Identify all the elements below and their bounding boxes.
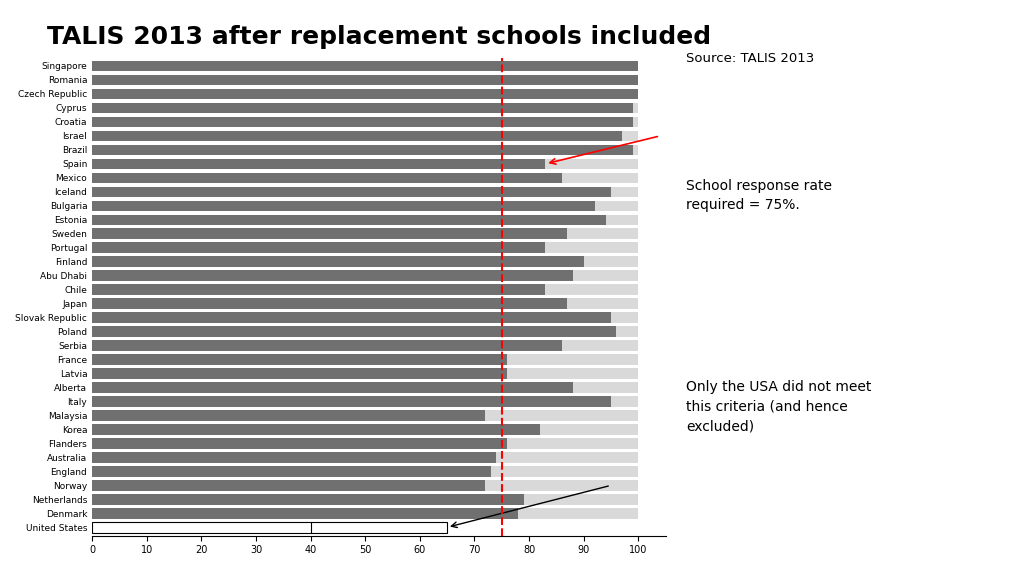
Bar — [92, 382, 638, 393]
Bar — [92, 229, 567, 239]
Bar — [92, 242, 546, 253]
Bar — [92, 200, 638, 211]
Bar — [92, 354, 507, 365]
Bar — [92, 103, 638, 113]
Bar — [92, 354, 638, 365]
Bar — [92, 131, 622, 141]
Bar — [92, 424, 638, 435]
Bar — [92, 494, 638, 505]
Bar — [92, 256, 584, 267]
Bar — [92, 103, 633, 113]
Bar — [92, 466, 490, 476]
Bar — [92, 89, 638, 99]
Bar — [92, 298, 638, 309]
Bar — [92, 200, 595, 211]
Bar — [92, 145, 638, 155]
Bar — [92, 117, 633, 127]
Bar — [92, 480, 485, 491]
Bar — [92, 480, 638, 491]
Bar — [92, 214, 638, 225]
Bar — [92, 312, 638, 323]
Bar — [92, 285, 638, 295]
Bar — [92, 75, 638, 85]
Bar — [92, 452, 638, 463]
Bar — [92, 312, 611, 323]
Bar — [92, 368, 638, 379]
Text: School response rate
required = 75%.: School response rate required = 75%. — [686, 179, 833, 212]
Bar — [92, 466, 638, 476]
Bar — [92, 410, 485, 420]
Bar — [92, 173, 562, 183]
Bar — [92, 145, 633, 155]
Bar — [92, 187, 638, 197]
Bar — [92, 396, 638, 407]
Bar — [92, 158, 546, 169]
Bar — [92, 438, 507, 449]
Bar — [92, 298, 567, 309]
Bar — [92, 285, 546, 295]
Bar — [92, 327, 616, 337]
Bar — [92, 340, 638, 351]
Bar — [92, 494, 523, 505]
Bar — [92, 187, 611, 197]
Bar — [92, 410, 638, 420]
Bar — [92, 327, 638, 337]
Text: Only the USA did not meet
this criteria (and hence
excluded): Only the USA did not meet this criteria … — [686, 380, 871, 433]
Bar — [92, 452, 497, 463]
Bar — [92, 60, 638, 71]
Bar — [92, 270, 638, 281]
Title: TALIS 2013 after replacement schools included: TALIS 2013 after replacement schools inc… — [47, 25, 711, 49]
Bar — [92, 340, 562, 351]
Text: Source: TALIS 2013: Source: TALIS 2013 — [686, 52, 814, 65]
Bar — [92, 75, 638, 85]
Bar — [92, 522, 447, 533]
Bar — [92, 242, 638, 253]
Bar — [92, 173, 638, 183]
Bar — [92, 508, 638, 518]
Bar — [92, 508, 518, 518]
Bar — [92, 256, 638, 267]
Bar — [92, 424, 540, 435]
Bar — [92, 438, 638, 449]
Bar — [92, 131, 638, 141]
Bar — [92, 89, 638, 99]
Bar — [92, 382, 572, 393]
Bar — [92, 117, 638, 127]
Bar — [92, 214, 605, 225]
Bar — [92, 396, 611, 407]
Bar — [92, 158, 638, 169]
Bar — [92, 368, 507, 379]
Bar — [92, 270, 572, 281]
Bar — [92, 229, 638, 239]
Bar — [92, 60, 638, 71]
